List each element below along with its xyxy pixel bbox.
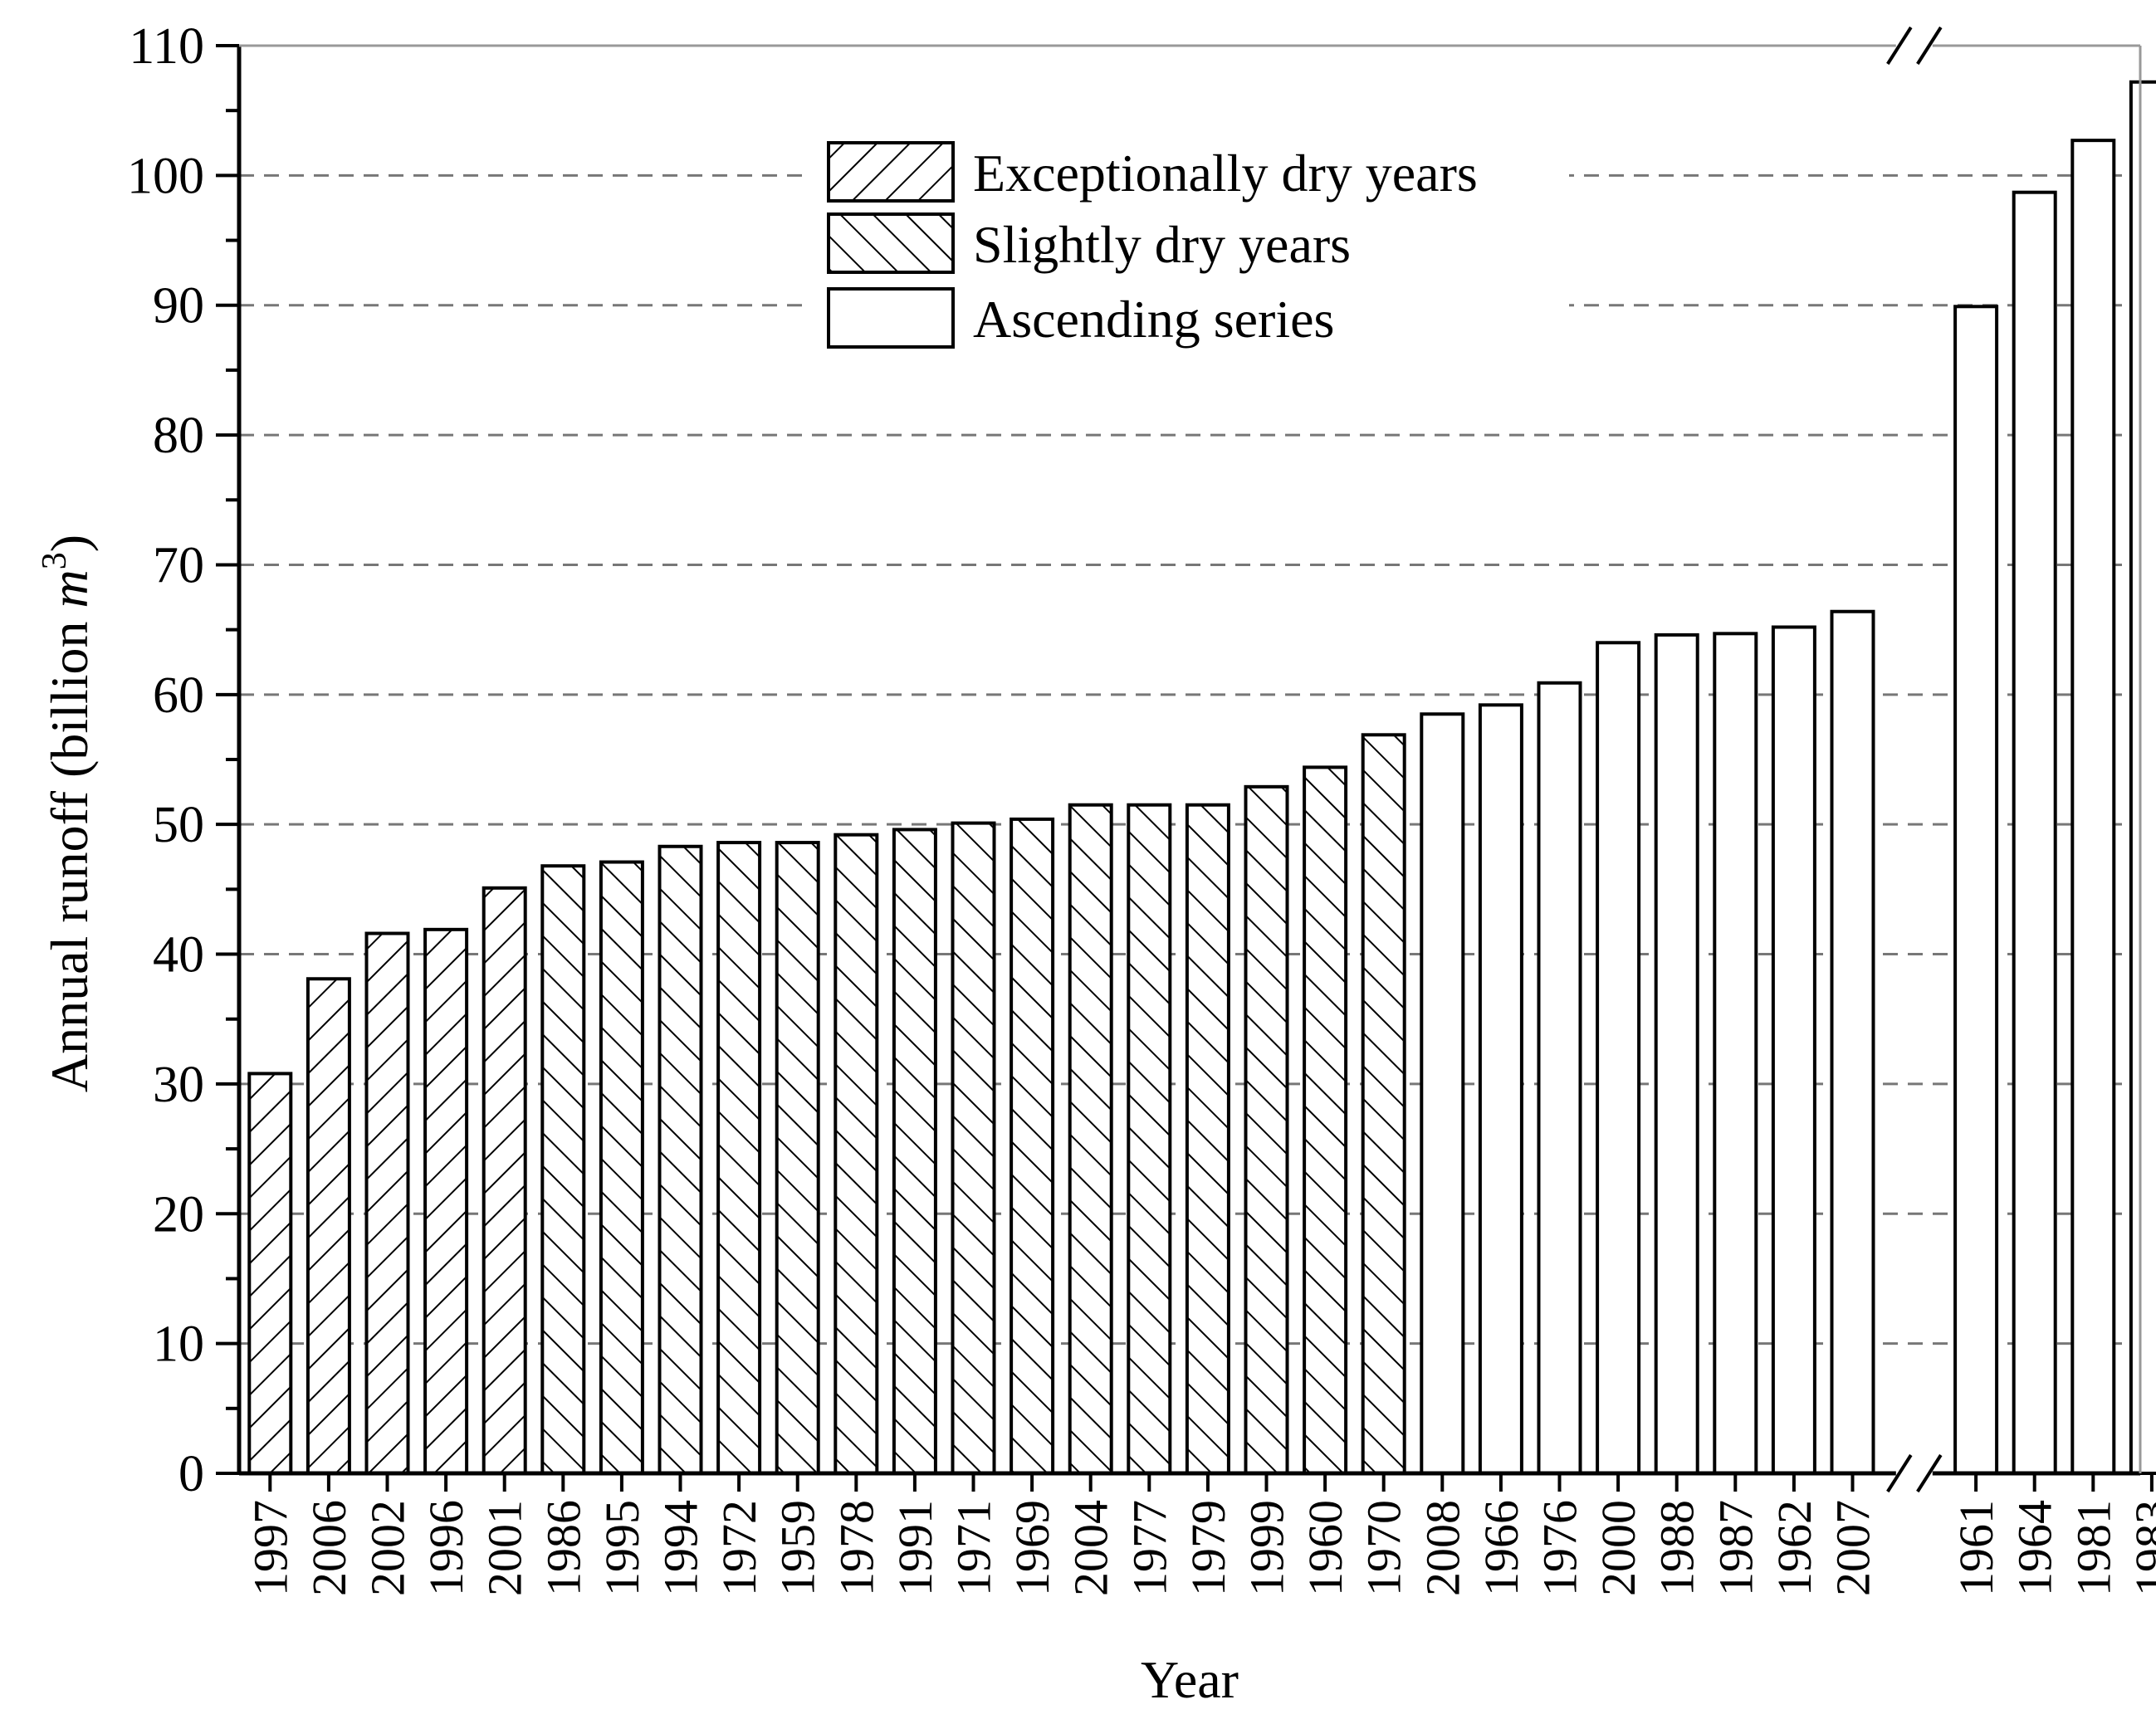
bar-1991 (892, 828, 937, 1475)
bar-1996 (423, 927, 469, 1475)
x-tick-label: 2002 (361, 1500, 415, 1596)
bar-1969 (1010, 817, 1055, 1475)
y-tick-label: 100 (127, 148, 204, 204)
x-tick-label: 1983 (2125, 1500, 2156, 1596)
bar-1962 (1771, 625, 1816, 1475)
x-tick-label: 1966 (1474, 1500, 1528, 1596)
y-tick-label: 50 (153, 797, 204, 853)
bar-1964 (2012, 190, 2057, 1475)
x-tick-label: 1987 (1709, 1500, 1762, 1596)
bar-2004 (1068, 803, 1113, 1475)
axis-break-mark (1886, 26, 1913, 66)
x-tick-label: 2000 (1591, 1500, 1645, 1596)
bar-1961 (1953, 305, 1999, 1476)
x-tick-label: 1996 (419, 1500, 473, 1596)
legend-label-exceptionally-dry: Exceptionally dry years (973, 144, 1478, 203)
x-tick-label: 1962 (1767, 1500, 1821, 1596)
bar-1997 (247, 1072, 293, 1476)
x-tick-label: 1977 (1122, 1500, 1176, 1596)
x-tick-label: 1961 (1949, 1500, 2003, 1596)
x-tick-label: 1979 (1181, 1500, 1235, 1596)
axis-break-mark (1886, 1453, 1913, 1493)
x-tick-label: 1971 (947, 1500, 1001, 1596)
x-tick-label: 1981 (2066, 1500, 2120, 1596)
x-tick-label: 1972 (712, 1500, 766, 1596)
x-axis-title: Year (1141, 1650, 1239, 1709)
x-tick-label: 1991 (888, 1500, 942, 1596)
y-tick-label: 10 (153, 1316, 204, 1373)
x-tick-label: 1994 (654, 1500, 708, 1596)
bar-2001 (482, 886, 527, 1476)
bar-1960 (1303, 765, 1348, 1475)
bar-1983 (2129, 80, 2156, 1475)
x-tick-label: 1976 (1533, 1500, 1587, 1596)
y-axis-title: Annual runoff (billion m3) (36, 535, 99, 1092)
bar-1959 (775, 841, 820, 1475)
y-tick-label: 30 (153, 1057, 204, 1113)
bar-1976 (1537, 681, 1582, 1475)
bar-1995 (599, 860, 644, 1475)
x-tick-label: 2001 (478, 1500, 532, 1596)
bar-1987 (1713, 632, 1758, 1475)
y-tick-labels: 0 10 20 30 40 50 60 70 80 90 100 110 (127, 18, 204, 1502)
bar-2002 (364, 931, 410, 1475)
x-tick-label: 1969 (1005, 1500, 1059, 1596)
legend-swatch-slightly-dry (827, 212, 955, 274)
bar-1970 (1361, 733, 1406, 1475)
x-tick-label: 2007 (1826, 1500, 1880, 1596)
bar-1999 (1244, 784, 1289, 1475)
x-tick-label: 1995 (595, 1500, 649, 1596)
bar-2007 (1830, 609, 1875, 1475)
x-tick-label: 1999 (1240, 1500, 1294, 1596)
x-tick-label: 2004 (1064, 1500, 1118, 1596)
legend-label-slightly-dry: Slightly dry years (973, 215, 1351, 274)
bar-2006 (306, 977, 351, 1475)
bar-1986 (540, 864, 586, 1475)
bar-1972 (716, 841, 762, 1475)
bar-1977 (1127, 803, 1172, 1475)
x-tick-label: 1970 (1357, 1500, 1411, 1596)
axis-break-mark (1916, 26, 1943, 66)
x-tick-label: 1960 (1298, 1500, 1352, 1596)
bar-1979 (1185, 803, 1230, 1475)
y-tick-label: 110 (129, 18, 204, 75)
bar-1981 (2070, 139, 2116, 1475)
bars (247, 80, 2156, 1476)
x-tick-label: 2008 (1415, 1500, 1469, 1596)
x-tick-label: 1988 (1650, 1500, 1704, 1596)
x-tick-label: 1959 (771, 1500, 825, 1596)
bar-1978 (834, 833, 879, 1475)
bar-1966 (1478, 703, 1523, 1475)
x-tick-label: 1986 (536, 1500, 590, 1596)
y-tick-label: 20 (153, 1186, 204, 1243)
bar-1994 (658, 844, 703, 1475)
bar-1971 (951, 821, 996, 1475)
y-tick-label: 80 (153, 408, 204, 464)
legend-label-ascending: Ascending series (973, 290, 1334, 349)
axis-break-mark (1916, 1453, 1943, 1493)
y-tick-label: 60 (153, 667, 204, 724)
bar-2008 (1420, 712, 1465, 1475)
x-tick-label: 1997 (243, 1500, 297, 1596)
x-tick-labels: 1997 2006 2002 1996 2001 1986 1995 1994 1972 1959… (243, 1500, 2156, 1596)
bar-2000 (1596, 641, 1641, 1475)
y-tick-label: 0 (178, 1446, 204, 1502)
y-tick-label: 70 (153, 537, 204, 593)
legend-swatch-ascending (827, 287, 955, 349)
y-tick-label: 90 (153, 278, 204, 335)
axes (216, 26, 2154, 1493)
legend: Exceptionally dry years Slightly dry yea… (805, 125, 1569, 365)
x-tick-label: 1964 (2008, 1500, 2062, 1596)
legend-swatch-exceptionally-dry (827, 141, 955, 203)
x-tick-label: 2006 (302, 1500, 356, 1596)
bar-1988 (1654, 632, 1699, 1475)
x-tick-label: 1978 (829, 1500, 883, 1596)
y-tick-label: 40 (153, 927, 204, 984)
